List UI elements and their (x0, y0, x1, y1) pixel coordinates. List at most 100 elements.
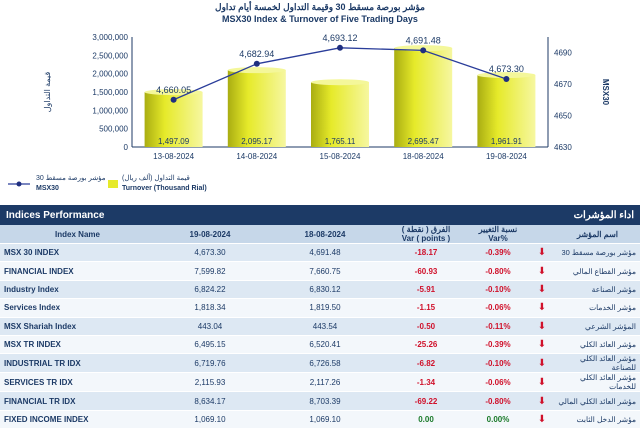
arrow-cell: ⬇ (529, 335, 555, 355)
x-tick-label: 15-08-2024 (320, 152, 361, 161)
right-tick-label: 4690 (554, 49, 572, 58)
chart-title-ar: مؤشر بورصة مسقط 30 وقيمة التداول لخمسة أ… (215, 0, 425, 13)
var-pct-cell: -0.06% (467, 372, 529, 393)
table-row: MSX Shariah Index 443.04 443.54 -0.50 -0.11%… (0, 317, 640, 336)
down-arrow-icon: ⬇ (537, 265, 547, 277)
left-tick-label: 1,500,000 (92, 88, 128, 97)
chart-area: مؤشر بورصة مسقط 30 وقيمة التداول لخمسة أ… (0, 0, 640, 205)
var-pct-cell: -0.80% (467, 391, 529, 411)
left-axis-label: قيمة التداول (43, 72, 52, 113)
header-date-1: 19-08-2024 (155, 225, 265, 244)
line-value-label: 4,660.05 (156, 85, 191, 95)
left-tick-label: 2,000,000 (92, 70, 128, 79)
line-value-label: 4,673.30 (489, 64, 524, 74)
var-points-cell: -1.15 (385, 298, 467, 318)
legend-line-label-ar: مؤشر بورصة مسقط 30 (36, 174, 106, 182)
x-tick-label: 14-08-2024 (236, 152, 277, 161)
arabic-name-cell: مؤشر الدخل الثابت (555, 410, 640, 429)
value-date-2-cell: 2,117.26 (265, 372, 385, 393)
header-var-en: Var ( points ) (401, 234, 451, 243)
arrow-cell: ⬇ (529, 353, 555, 374)
index-name-cell: SERVICES TR IDX (0, 372, 155, 393)
msx30-point (420, 47, 427, 54)
var-points-cell: -60.93 (385, 261, 467, 281)
line-value-label: 4,682.94 (239, 49, 274, 59)
line-value-label: 4,691.48 (406, 35, 441, 45)
index-name-cell: MSX 30 INDEX (0, 243, 155, 263)
var-points-cell: 0.00 (385, 410, 467, 429)
var-pct-cell: 0.00% (467, 410, 529, 429)
turnover-bar (477, 75, 536, 147)
bar-value-label: 2,695.47 (408, 137, 440, 146)
down-arrow-icon: ⬇ (537, 339, 547, 351)
header-pct: نسبة التغيير Var% (467, 225, 529, 244)
msx30-point (170, 96, 177, 103)
chart-title: MSX30 Index & Turnover of Five Trading D… (222, 14, 418, 24)
index-name-cell: Industry Index (0, 280, 155, 300)
var-pct-cell: -0.39% (467, 243, 529, 263)
value-date-2-cell: 1,819.50 (265, 298, 385, 318)
legend-line-label: MSX30 (36, 185, 59, 192)
var-points-cell: -0.50 (385, 317, 467, 336)
value-date-1-cell: 1,818.34 (155, 298, 265, 318)
arrow-cell: ⬇ (529, 243, 555, 263)
bar-value-label: 1,765.11 (325, 137, 356, 146)
value-date-2-cell: 6,726.58 (265, 353, 385, 374)
table-title-bar: Indices Performance اداء المؤشرات (0, 205, 640, 225)
turnover-bar-top (311, 79, 369, 86)
value-date-1-cell: 8,634.17 (155, 391, 265, 411)
var-points-cell: -5.91 (385, 280, 467, 300)
x-tick-label: 19-08-2024 (486, 152, 527, 161)
bar-value-label: 1,961.91 (491, 137, 523, 146)
right-tick-label: 4630 (554, 143, 572, 152)
turnover-bar (311, 82, 369, 147)
var-points-cell: -1.34 (385, 372, 467, 393)
header-index-name: Index Name (0, 225, 155, 244)
table-row: Industry Index 6,824.22 6,830.12 -5.91 -0.10… (0, 280, 640, 300)
arabic-name-cell: مؤشر العائد الكلي للخدمات (555, 372, 640, 393)
table-row: Services Index 1,818.34 1,819.50 -1.15 -0.06… (0, 298, 640, 318)
var-points-cell: -6.82 (385, 353, 467, 374)
index-name-cell: FIXED INCOME INDEX (0, 410, 155, 429)
x-tick-label: 13-08-2024 (153, 152, 194, 161)
left-tick-label: 1,000,000 (92, 106, 128, 115)
var-points-cell: -25.26 (385, 335, 467, 355)
legend-bar-swatch (108, 180, 118, 188)
indices-performance-panel: Indices Performance اداء المؤشرات Index … (0, 205, 640, 429)
turnover-bar-top (227, 67, 286, 74)
bar-value-label: 1,497.09 (158, 137, 190, 146)
var-pct-cell: -0.11% (467, 317, 529, 336)
index-name-cell: MSX TR INDEX (0, 335, 155, 355)
combo-chart: مؤشر بورصة مسقط 30 وقيمة التداول لخمسة أ… (8, 0, 610, 192)
table-body: MSX 30 INDEX 4,673.30 4,691.48 -18.17 -0.39%… (0, 243, 640, 429)
table-row: FINANCIAL TR IDX 8,634.17 8,703.39 -69.22 -0… (0, 391, 640, 411)
arrow-cell: ⬇ (529, 372, 555, 393)
right-tick-label: 4670 (554, 80, 572, 89)
value-date-1-cell: 6,495.15 (155, 335, 265, 355)
arabic-name-cell: مؤشر بورصة مسقط 30 (555, 243, 640, 263)
down-arrow-icon: ⬇ (537, 357, 547, 369)
header-var-ar: الفرق ( نقطة ) (401, 225, 451, 234)
header-date-2: 18-08-2024 (265, 225, 385, 244)
value-date-1-cell: 6,824.22 (155, 280, 265, 300)
table-title: Indices Performance (6, 209, 105, 221)
msx30-point (253, 60, 260, 67)
arrow-cell: ⬇ (529, 391, 555, 411)
value-date-2-cell: 443.54 (265, 317, 385, 336)
index-name-cell: FINANCIAL INDEX (0, 261, 155, 281)
table-header-row: Index Name 19-08-2024 18-08-2024 الفرق (… (0, 225, 640, 244)
right-axis-label: MSX30 (601, 79, 610, 106)
var-pct-cell: -0.80% (467, 261, 529, 281)
right-tick-label: 4650 (554, 112, 572, 121)
arabic-name-cell: مؤشر القطاع المالي (555, 261, 640, 281)
arabic-name-cell: مؤشر العائد الكلي المالي (555, 391, 640, 411)
msx30-point (503, 75, 510, 82)
legend-bar-label-ar: قيمة التداول (ألف ريال) (122, 172, 190, 182)
msx30-point (337, 44, 343, 51)
arrow-cell: ⬇ (529, 317, 555, 336)
down-arrow-icon: ⬇ (537, 283, 547, 295)
header-var: الفرق ( نقطة ) Var ( points ) (385, 225, 467, 244)
bar-value-label: 2,095.17 (241, 137, 273, 146)
table-row: FINANCIAL INDEX 7,599.82 7,660.75 -60.93 -0.… (0, 261, 640, 281)
var-pct-cell: -0.10% (467, 353, 529, 374)
